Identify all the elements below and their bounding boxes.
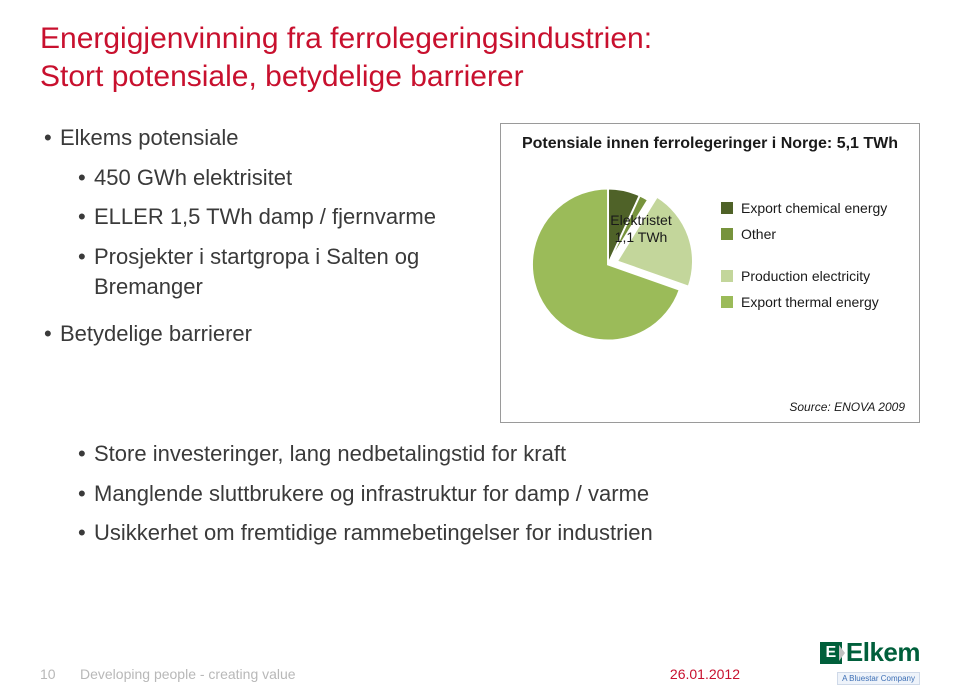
footer-date: 26.01.2012 bbox=[670, 666, 740, 682]
bullet-investeringer: Store investeringer, lang nedbetalingsti… bbox=[40, 439, 920, 469]
elkem-logo-text: Elkem bbox=[846, 637, 920, 668]
elkem-logo: E Elkem A Bluestar Company bbox=[820, 637, 920, 686]
legend-item: Other bbox=[721, 226, 887, 242]
pie-callout-label: Elektristet 1,1 TWh bbox=[601, 212, 681, 246]
legend-item: Export chemical energy bbox=[721, 200, 887, 216]
chart-source: Source: ENOVA 2009 bbox=[789, 400, 905, 414]
legend-label: Export thermal energy bbox=[741, 294, 879, 310]
bullet-betydelige-barrierer: Betydelige barrierer bbox=[40, 319, 470, 349]
legend-label: Other bbox=[741, 226, 776, 242]
bullet-usikkerhet: Usikkerhet om fremtidige rammebetingelse… bbox=[40, 518, 920, 548]
lower-bullets: Store investeringer, lang nedbetalingsti… bbox=[40, 439, 920, 548]
legend-swatch bbox=[721, 270, 733, 282]
legend-label: Export chemical energy bbox=[741, 200, 887, 216]
chart-title: Potensiale innen ferrolegeringer i Norge… bbox=[513, 134, 907, 154]
pie-chart-box: Potensiale innen ferrolegeringer i Norge… bbox=[500, 123, 920, 423]
page-number: 10 bbox=[40, 666, 80, 682]
elkem-logo-icon: E bbox=[820, 642, 842, 664]
legend-item: Production electricity bbox=[721, 268, 887, 284]
legend-label: Production electricity bbox=[741, 268, 870, 284]
page-title: Energigjenvinning fra ferrolegeringsindu… bbox=[40, 20, 920, 95]
bullet-450gwh: 450 GWh elektrisitet bbox=[40, 163, 470, 193]
pie-chart: Elektristet 1,1 TWh bbox=[513, 160, 703, 350]
footer-tagline: Developing people - creating value bbox=[80, 666, 670, 682]
bullet-eller-damp: ELLER 1,5 TWh damp / fjernvarme bbox=[40, 202, 470, 232]
title-line-1: Energigjenvinning fra ferrolegeringsindu… bbox=[40, 22, 652, 55]
legend-swatch bbox=[721, 202, 733, 214]
title-line-2: Stort potensiale, betydelige barrierer bbox=[40, 60, 524, 93]
legend-swatch bbox=[721, 228, 733, 240]
footer: 10 Developing people - creating value 26… bbox=[0, 666, 960, 682]
legend-swatch bbox=[721, 296, 733, 308]
chart-legend: Export chemical energy Other Production el… bbox=[721, 200, 887, 310]
bullet-sluttbrukere: Manglende sluttbrukere og infrastruktur … bbox=[40, 479, 920, 509]
bullet-prosjekter: Prosjekter i startgropa i Salten og Brem… bbox=[40, 242, 470, 301]
legend-item: Export thermal energy bbox=[721, 294, 887, 310]
elkem-logo-sub: A Bluestar Company bbox=[837, 672, 920, 685]
bullet-elkems-potensiale: Elkems potensiale bbox=[40, 123, 470, 153]
left-column: Elkems potensiale 450 GWh elektrisitet E… bbox=[40, 123, 470, 423]
